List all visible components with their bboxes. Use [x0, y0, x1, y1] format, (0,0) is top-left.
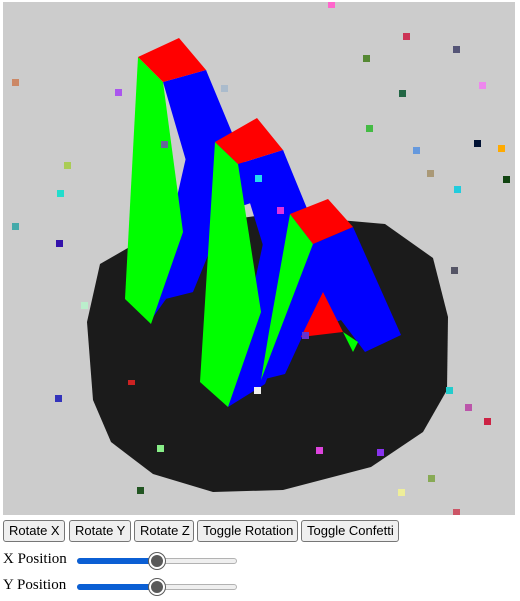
- rotate-y-button[interactable]: Rotate Y: [69, 520, 131, 542]
- x-position-slider-thumb[interactable]: [149, 553, 165, 569]
- y-position-slider-fill: [77, 584, 156, 590]
- letter-a-right: [261, 199, 401, 380]
- toggle-confetti-button[interactable]: Toggle Confetti: [301, 520, 399, 542]
- x-position-slider[interactable]: [77, 553, 237, 569]
- toggle-rotation-button[interactable]: Toggle Rotation: [197, 520, 298, 542]
- x-position-row: X Position: [3, 549, 263, 571]
- y-position-slider-thumb[interactable]: [149, 579, 165, 595]
- x-position-slider-fill: [77, 558, 156, 564]
- rotate-x-button[interactable]: Rotate X: [3, 520, 65, 542]
- y-position-label: Y Position: [3, 577, 67, 593]
- y-position-slider[interactable]: [77, 579, 237, 595]
- scene-canvas: [3, 2, 515, 515]
- y-position-row: Y Position: [3, 575, 263, 597]
- confetti: [12, 2, 510, 515]
- rotate-z-button[interactable]: Rotate Z: [134, 520, 194, 542]
- x-position-label: X Position: [3, 551, 67, 567]
- 3d-viewport[interactable]: [3, 2, 515, 515]
